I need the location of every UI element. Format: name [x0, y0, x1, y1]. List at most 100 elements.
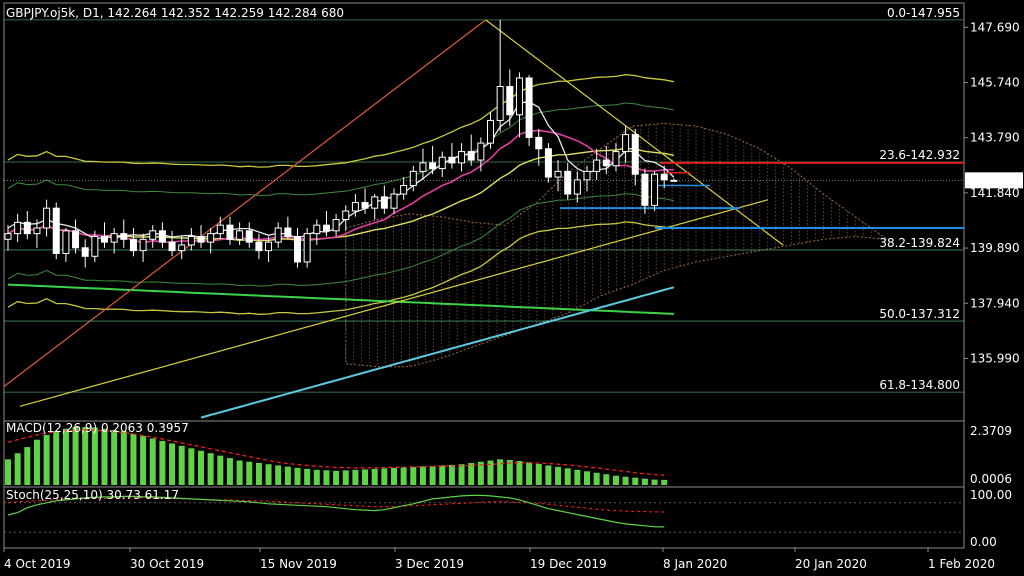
stochastic-panel[interactable]: 100.00 0.00 — [3, 486, 1012, 549]
macd-histogram-bar — [24, 447, 31, 485]
candle-body — [303, 233, 311, 263]
macd-histogram-bar — [149, 438, 156, 485]
candle-body — [602, 159, 610, 167]
macd-histogram-bar — [622, 476, 629, 485]
stoch-axis-label: 0.00 — [970, 535, 997, 549]
macd-histogram-bar — [371, 468, 378, 485]
candle-body — [4, 233, 12, 240]
macd-histogram-bar — [526, 462, 533, 485]
candle-body — [52, 207, 60, 254]
candle-body — [496, 85, 504, 121]
candle-body — [149, 230, 157, 240]
macd-histogram-bar — [53, 431, 60, 485]
y-axis-tick-label: 141.840 — [970, 186, 1020, 200]
candle-body — [400, 185, 408, 195]
macd-histogram-bar — [342, 470, 349, 485]
candle-body — [245, 230, 253, 243]
y-axis-tick-label: 135.990 — [970, 351, 1020, 365]
candle-body — [583, 170, 591, 181]
macd-histogram-bar — [497, 459, 504, 485]
envelope-upper-line — [7, 102, 674, 196]
bollinger-lower-line — [7, 221, 675, 315]
support-trend-line — [19, 199, 769, 407]
candle-body — [487, 119, 494, 144]
stoch-signal-line — [7, 497, 665, 513]
ma5-line — [7, 101, 675, 240]
macd-histogram-bar — [91, 427, 98, 485]
x-axis-tick-label: 19 Dec 2019 — [530, 557, 607, 571]
y-axis-tick-label: 139.890 — [970, 241, 1020, 255]
macd-histogram-bar — [43, 434, 50, 485]
candle-body — [390, 193, 398, 209]
macd-histogram-bar — [275, 465, 282, 485]
macd-histogram-bar — [593, 472, 600, 485]
macd-histogram-bar — [198, 450, 204, 485]
candle-body — [332, 218, 340, 232]
macd-label: MACD(12,26,9) 0.2063 0.3957 — [6, 421, 189, 435]
y-axis-tick-label: 145.740 — [970, 76, 1020, 90]
candle-body — [101, 235, 108, 243]
fib-level-label: 23.6-142.932 — [879, 148, 960, 162]
current-price-tag — [965, 172, 1023, 189]
candle-body — [33, 227, 41, 235]
candle-body — [622, 134, 630, 153]
x-axis-tick-label: 20 Jan 2020 — [795, 557, 867, 571]
candle-body — [660, 173, 668, 181]
fib-level-label: 61.8-134.800 — [879, 378, 960, 392]
candle-body — [593, 159, 601, 172]
macd-histogram-bar — [265, 464, 272, 485]
y-axis-tick-label: 143.790 — [970, 131, 1020, 145]
macd-histogram-bar — [641, 478, 648, 485]
macd-histogram-bar — [159, 440, 166, 485]
macd-histogram-bar — [101, 428, 108, 485]
candle-body — [651, 173, 659, 206]
candle-body — [313, 224, 321, 235]
candle-body — [187, 235, 195, 246]
macd-histogram-bar — [304, 468, 311, 485]
candle-body — [226, 224, 234, 240]
candle-body — [477, 142, 485, 161]
candle-body — [294, 235, 301, 263]
macd-histogram-bar — [429, 465, 436, 485]
candle-body — [255, 241, 263, 252]
y-axis-tick-label: 147.690 — [970, 20, 1020, 34]
x-axis-tick-label: 3 Dec 2019 — [395, 557, 464, 571]
macd-histogram-bar — [545, 465, 552, 485]
macd-histogram-bar — [5, 459, 11, 485]
macd-histogram-bar — [555, 466, 562, 485]
macd-histogram-bar — [255, 462, 262, 485]
stoch-label: Stoch(25,25,10) 30.73 61.17 — [6, 488, 179, 502]
candle-body — [564, 170, 572, 195]
stoch-axis-label: 100.00 — [970, 488, 1012, 502]
macd-histogram-bar — [323, 470, 330, 485]
macd-histogram-bar — [448, 464, 455, 485]
candle-body — [438, 156, 446, 170]
candle-body — [506, 85, 514, 116]
macd-histogram-bar — [188, 448, 195, 485]
candle-body — [284, 227, 292, 237]
candle-body — [573, 179, 581, 195]
rising-trend-line — [3, 19, 487, 387]
fib-level-label: 50.0-137.312 — [879, 307, 960, 321]
macd-histogram-bar — [632, 477, 639, 485]
candle-body — [129, 238, 137, 252]
candle-body — [448, 156, 456, 164]
macd-histogram-bar — [236, 460, 243, 485]
candle-body — [361, 202, 369, 209]
candle-body — [120, 233, 128, 240]
candle-body — [515, 77, 523, 116]
candle-body — [631, 134, 639, 175]
price-panel[interactable]: 0.0-147.955 23.6-142.932 38.2-139.824 50.0-… — [3, 2, 1023, 571]
fib-level-label: 38.2-139.824 — [879, 236, 960, 250]
macd-histogram-bar — [535, 463, 542, 485]
macd-histogram-bar — [140, 436, 147, 485]
candle-body — [342, 210, 350, 220]
macd-histogram-bar — [439, 465, 446, 485]
candle-body — [158, 230, 166, 243]
macd-histogram-bar — [362, 469, 369, 485]
macd-histogram-bar — [458, 464, 465, 485]
candle-body — [168, 241, 176, 252]
macd-histogram-bar — [584, 471, 590, 485]
bollinger-upper-line — [7, 74, 675, 168]
